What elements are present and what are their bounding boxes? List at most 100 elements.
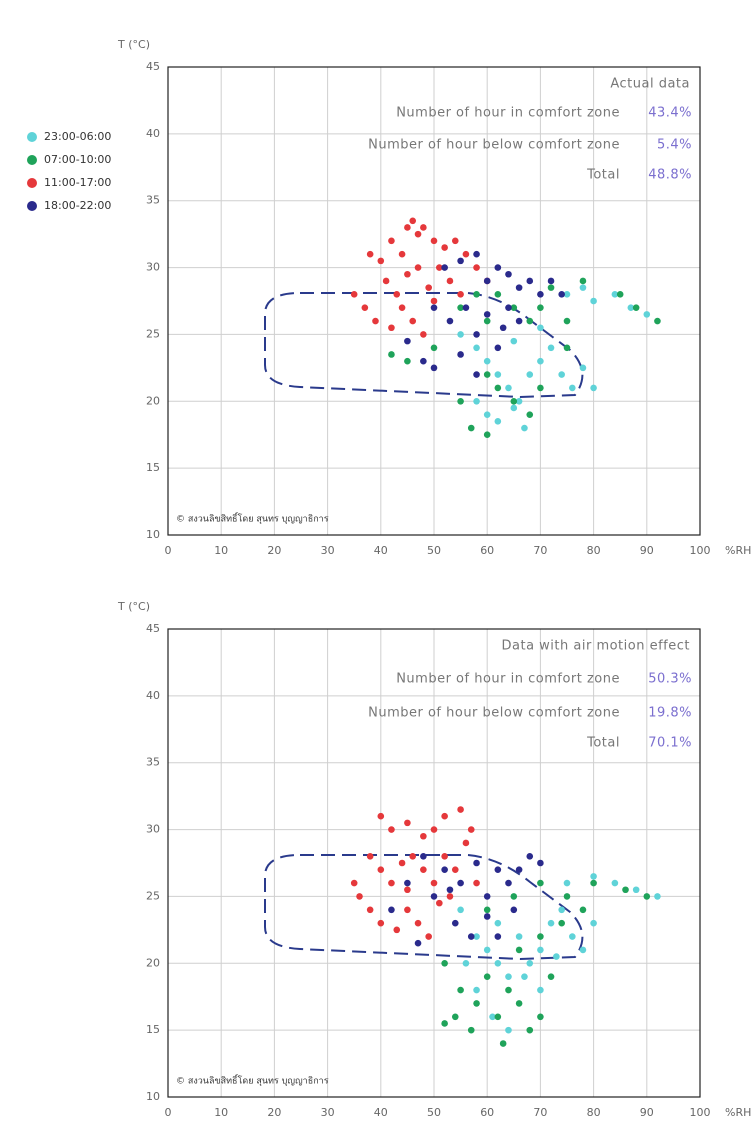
data-point <box>494 1013 502 1021</box>
data-point <box>537 304 544 311</box>
comfort-zone <box>264 292 584 399</box>
data-point <box>366 853 374 860</box>
data-point <box>483 317 491 325</box>
data-point <box>483 371 491 378</box>
legend-marker <box>27 155 37 165</box>
data-point <box>441 1020 448 1027</box>
data-point <box>579 946 587 954</box>
data-point <box>553 953 560 960</box>
data-point <box>350 291 358 298</box>
data-point <box>366 906 374 914</box>
y-tick-label: 20 <box>146 394 160 407</box>
legend-label: 23:00-06:00 <box>44 130 111 143</box>
data-point <box>436 899 443 907</box>
x-tick-label: 90 <box>640 1106 654 1119</box>
plot-frame <box>167 66 701 536</box>
data-point <box>537 384 544 392</box>
data-point <box>563 893 571 900</box>
data-point <box>457 257 464 265</box>
data-point <box>627 304 635 311</box>
data-point <box>483 431 491 439</box>
data-point <box>425 933 432 940</box>
data-point <box>515 284 523 291</box>
info-title: Actual data <box>610 77 690 92</box>
data-point <box>420 832 427 840</box>
data-point <box>404 906 411 914</box>
data-point <box>494 264 502 271</box>
info-value: 50.3% <box>648 672 692 687</box>
data-point <box>457 906 464 914</box>
data-point <box>483 893 491 900</box>
data-point <box>388 906 395 914</box>
x-tick-label: 60 <box>480 1106 494 1119</box>
data-point <box>430 826 438 833</box>
x-tick-label: 20 <box>267 544 281 557</box>
data-point <box>366 250 374 258</box>
data-point <box>404 879 411 887</box>
data-point <box>483 973 491 980</box>
data-point <box>398 250 406 258</box>
data-point <box>409 217 417 225</box>
data-point <box>505 1026 512 1034</box>
data-point <box>404 337 411 345</box>
data-point <box>393 291 401 298</box>
x-tick-label: 30 <box>321 544 335 557</box>
data-point <box>430 893 438 900</box>
data-point <box>510 397 518 405</box>
data-point <box>526 411 534 418</box>
data-point <box>404 224 411 231</box>
x-tick-label: 20 <box>267 1106 281 1119</box>
data-point <box>547 344 555 352</box>
data-point <box>558 919 565 927</box>
data-point <box>494 866 502 873</box>
x-axis-label: %RH <box>725 1106 751 1119</box>
data-point <box>430 344 438 352</box>
data-point <box>377 812 385 820</box>
x-tick-label: 90 <box>640 544 654 557</box>
data-point <box>632 304 640 311</box>
data-point <box>393 926 401 934</box>
data-point <box>499 324 507 332</box>
data-point <box>404 357 411 365</box>
data-point <box>398 304 406 311</box>
legend-marker <box>27 201 37 211</box>
data-point <box>515 866 523 873</box>
data-point <box>377 919 385 927</box>
data-point <box>414 939 422 947</box>
y-tick-label: 35 <box>146 756 160 769</box>
y-tick-label: 20 <box>146 956 160 969</box>
data-point <box>632 886 640 894</box>
data-point <box>526 277 534 285</box>
data-point <box>467 424 475 432</box>
data-point <box>451 866 459 873</box>
data-point <box>462 839 470 847</box>
data-point <box>505 384 512 392</box>
data-point <box>467 826 475 833</box>
data-point <box>404 886 411 894</box>
data-point <box>404 270 411 278</box>
data-point <box>356 893 363 900</box>
data-point <box>457 879 464 887</box>
info-value: 5.4% <box>657 138 692 153</box>
data-point <box>494 959 502 967</box>
data-point <box>654 893 661 900</box>
data-point <box>441 264 448 271</box>
legend-label: 11:00-17:00 <box>44 176 111 189</box>
data-point <box>462 304 470 311</box>
data-point <box>350 879 358 887</box>
x-axis-label: %RH <box>725 544 751 557</box>
data-point <box>547 277 555 285</box>
data-point <box>388 879 395 887</box>
data-point <box>494 418 502 425</box>
x-tick-label: 100 <box>690 1106 711 1119</box>
data-point <box>515 1000 523 1007</box>
data-point <box>473 371 480 378</box>
data-point <box>537 946 544 954</box>
data-point <box>420 331 427 338</box>
data-point <box>494 371 502 378</box>
plot-frame <box>167 628 701 1098</box>
data-point <box>388 324 395 332</box>
data-point <box>441 959 448 967</box>
data-point <box>505 304 512 311</box>
